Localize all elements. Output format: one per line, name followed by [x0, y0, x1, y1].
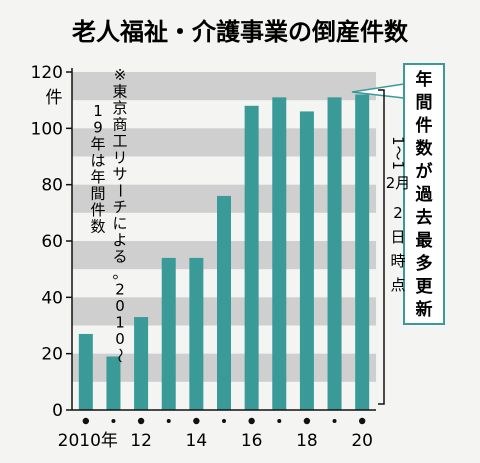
bar: [355, 94, 370, 411]
annotation-char: 件: [416, 115, 433, 136]
note-char: 。: [112, 264, 127, 282]
x-tick-dot: [303, 417, 311, 425]
note-char: 1: [93, 102, 103, 120]
grid-band: [72, 128, 376, 157]
x-axis: 2010年 12 14 16 18 20: [58, 409, 376, 451]
bar: [272, 97, 287, 410]
note-char: よ: [112, 231, 127, 249]
y-tick-label: 0: [52, 401, 63, 421]
y-tick-label: 120: [31, 63, 63, 83]
x-tick-dot: [332, 419, 337, 423]
note-char: ※: [114, 66, 127, 84]
x-tick-dot: [248, 417, 255, 425]
annotation-char: 年: [416, 69, 433, 90]
note-char: 年: [90, 168, 105, 186]
note-char: る: [112, 248, 127, 266]
annotation-char: 多: [416, 253, 433, 274]
y-axis: 0 20 40 60 80 100 120 件: [31, 63, 73, 421]
bar: [217, 195, 231, 410]
chart-title: 老人福祉・介護事業の倒産件数: [72, 18, 409, 46]
bar: [134, 317, 149, 410]
note-char: は: [90, 152, 105, 170]
x-tick-dot: [82, 417, 90, 425]
annotation-box: [403, 63, 445, 325]
annotation-char: 新: [416, 299, 433, 320]
x-tick-dot: [222, 419, 226, 423]
note-char: ー: [111, 183, 129, 198]
y-tick-label: 60: [41, 232, 63, 252]
x-tick-dot: [166, 419, 171, 423]
note-char: 〜: [111, 348, 129, 363]
range-char: 日: [390, 228, 405, 246]
bars: [78, 94, 370, 411]
y-tick-label: 20: [41, 345, 63, 365]
range-char: 点: [390, 276, 405, 294]
range-char: 2: [393, 204, 403, 222]
x-tick-label: 18: [296, 431, 318, 451]
note-char: に: [112, 215, 127, 233]
annotation-char: 数: [416, 138, 434, 159]
range-char: 時: [390, 252, 405, 270]
y-tick-label: 80: [41, 176, 63, 196]
annotation-char: 去: [416, 207, 433, 228]
note-char: チ: [112, 198, 127, 216]
x-tick-label: 20: [351, 431, 373, 451]
note-char: 0: [115, 297, 125, 315]
note-char: 2: [115, 281, 125, 299]
note-char: 数: [90, 218, 105, 236]
x-tick-dot: [137, 417, 145, 425]
annotation-char: 間: [416, 93, 433, 113]
grid-bands: [72, 72, 376, 382]
y-tick-label: 40: [41, 288, 63, 308]
x-tick-dot: [193, 417, 200, 425]
note-char: 年: [90, 135, 105, 153]
x-tick-dot: [358, 417, 366, 425]
x-tick-label: 14: [186, 431, 208, 451]
x-tick-label: 12: [130, 431, 152, 451]
annotation-char: 過: [416, 185, 434, 205]
note-char: 東: [112, 83, 127, 101]
range-char: 1〜1: [389, 136, 407, 170]
x-tick-dot: [111, 419, 116, 423]
x-tick-label: 16: [241, 431, 263, 451]
bar: [161, 257, 176, 410]
y-tick-label: 100: [31, 119, 63, 139]
note-char: 京: [112, 99, 127, 117]
bar: [327, 97, 342, 410]
x-tick-dot: [277, 419, 282, 423]
y-axis-unit: 件: [46, 88, 63, 108]
note-char: 0: [115, 330, 125, 348]
bar: [78, 333, 93, 410]
range-char: 2月: [386, 174, 411, 192]
annotation-bracket: [378, 89, 385, 405]
bar: [189, 257, 204, 410]
annotation-char: 最: [416, 231, 434, 251]
annotation-char: 更: [416, 277, 434, 297]
note-char: 工: [112, 132, 127, 150]
note-char: サ: [112, 165, 127, 183]
note-char: リ: [112, 149, 127, 167]
annotation-char: が: [416, 161, 433, 182]
note-char: 商: [112, 116, 127, 134]
x-tick-label: 2010年: [58, 431, 118, 451]
note-char: 件: [90, 201, 105, 219]
grid-band: [72, 72, 376, 101]
bar: [244, 105, 259, 411]
note-char: 間: [90, 185, 105, 203]
note-char: 1: [115, 314, 125, 332]
bar: [106, 356, 121, 410]
bar: [299, 111, 314, 410]
note-char: 9: [93, 119, 103, 137]
